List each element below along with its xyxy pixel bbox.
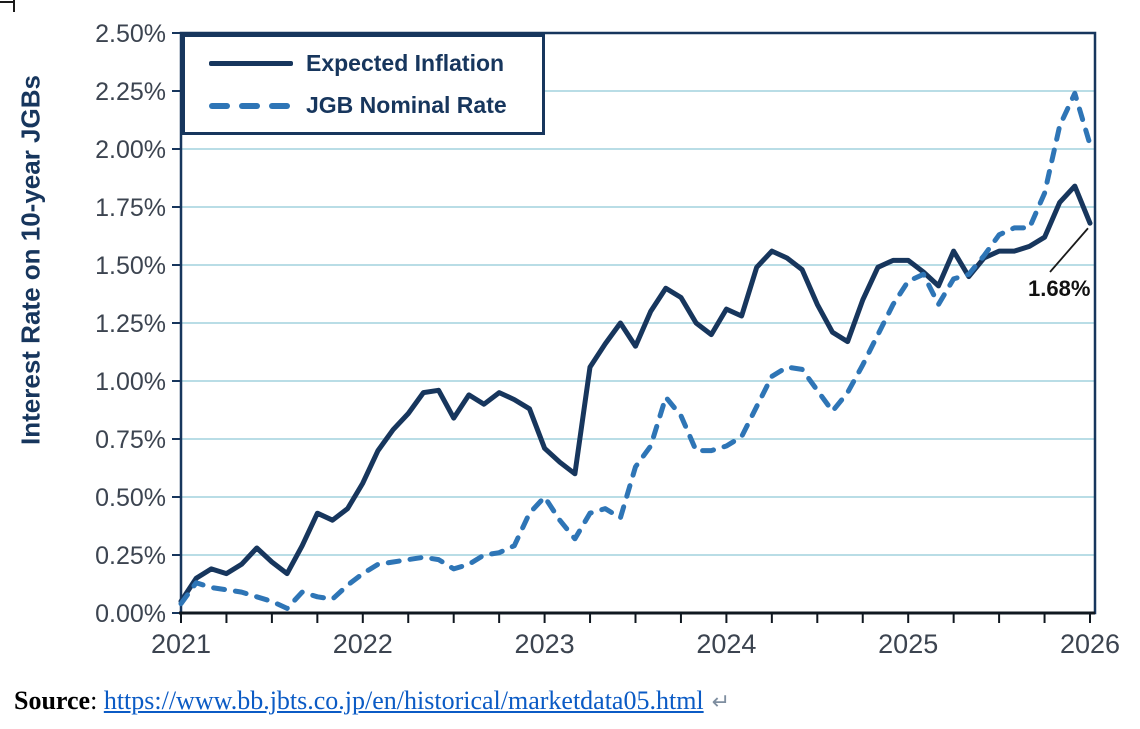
legend-item-jgb-nominal-rate: JGB Nominal Rate (209, 90, 542, 122)
y-tick-label: 1.50% (95, 252, 166, 280)
y-tick-label: 2.50% (95, 20, 166, 48)
legend: Expected Inflation JGB Nominal Rate (182, 34, 545, 135)
y-tick-label: 2.25% (95, 78, 166, 106)
x-axis-year-label: 2023 (515, 629, 575, 659)
source-url-link[interactable]: https://www.bb.jbts.co.jp/en/historical/… (103, 686, 704, 715)
y-tick-label: 0.75% (95, 426, 166, 454)
y-tick-label: 1.00% (95, 368, 166, 396)
source-separator: : (90, 686, 104, 715)
legend-label-expected-inflation: Expected Inflation (306, 50, 505, 76)
source-line: Source: https://www.bb.jbts.co.jp/en/his… (14, 686, 730, 716)
legend-item-expected-inflation: Expected Inflation (209, 48, 542, 80)
legend-label-jgb-nominal-rate: JGB Nominal Rate (306, 92, 507, 118)
x-axis-year-label: 2026 (1060, 629, 1120, 659)
x-axis-year-label: 2022 (333, 629, 393, 659)
source-label: Source (14, 686, 91, 715)
annotation-leader-line (1049, 227, 1089, 273)
y-tick-label: 0.00% (95, 600, 166, 628)
y-tick-label: 0.25% (95, 542, 166, 570)
y-axis-title: Interest Rate on 10-year JGBs (15, 75, 46, 445)
window-corner-artifact (13, 0, 15, 12)
expected-inflation-solid-line-sample (209, 61, 293, 66)
x-axis-year-label: 2024 (696, 629, 756, 659)
x-axis-year-label: 2021 (151, 629, 211, 659)
y-tick-label: 1.75% (95, 194, 166, 222)
last-value-annotation: 1.68% (1028, 276, 1091, 301)
window-corner-artifact (0, 1, 15, 3)
jgb-nominal-rate-line (178, 90, 1093, 611)
x-axis-year-label: 2025 (878, 629, 938, 659)
y-tick-label: 0.50% (95, 484, 166, 512)
expected-inflation-line (178, 183, 1093, 604)
paragraph-return-mark: ↵ (711, 690, 731, 715)
y-tick-label: 2.00% (95, 136, 166, 164)
jgb-nominal-dashed-line-sample (209, 102, 293, 109)
y-tick-label: 1.25% (95, 310, 166, 338)
